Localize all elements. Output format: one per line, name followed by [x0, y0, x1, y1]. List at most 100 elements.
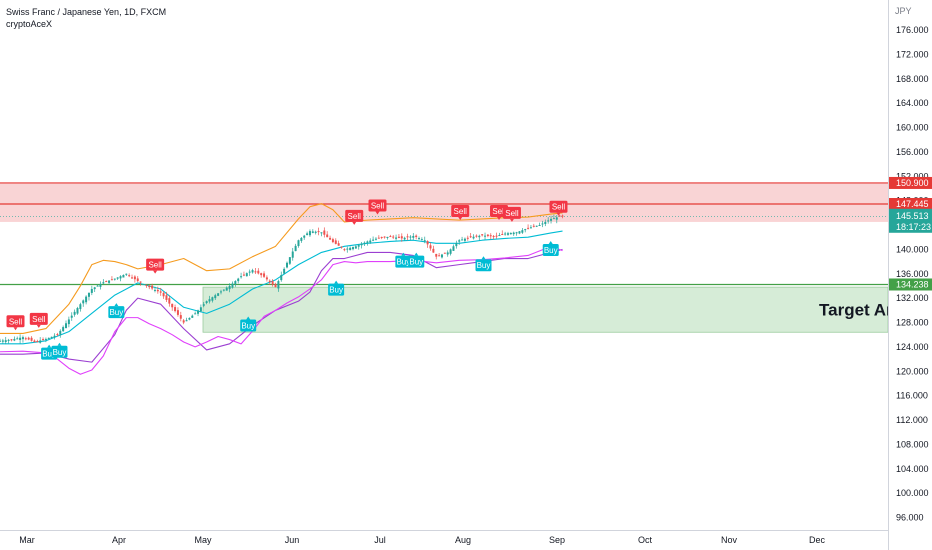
y-tick-label: 104.000	[896, 464, 929, 474]
candle-body	[19, 337, 22, 340]
y-tick-label: 164.000	[896, 98, 929, 108]
candle-body	[418, 238, 421, 240]
outer-lower-band-line	[0, 245, 563, 375]
candle-body	[383, 236, 386, 238]
signal-tag-bg	[368, 199, 387, 212]
candle-body	[461, 239, 464, 241]
candle-body	[397, 236, 400, 238]
signal-pointer	[497, 216, 502, 220]
target-zone	[202, 286, 889, 333]
candle-body	[202, 304, 205, 306]
candle-body	[446, 252, 449, 255]
sell-signal-17[interactable]: Sell	[549, 200, 568, 216]
buy-signal-16[interactable]: Buy	[542, 240, 559, 256]
candle-body	[185, 320, 188, 322]
buy-signal-3[interactable]: Buy	[51, 342, 68, 358]
candle-body	[248, 271, 251, 273]
y-tick-label: 108.000	[896, 439, 929, 449]
sell-signal-15[interactable]: Sell	[502, 206, 521, 222]
candle-body	[561, 215, 564, 217]
candle-body	[314, 231, 317, 233]
candle-body	[237, 278, 240, 282]
candle-body	[139, 281, 142, 283]
candle-body	[463, 238, 466, 241]
candle-body	[504, 233, 507, 235]
zones-layer: Target Area	[0, 182, 912, 333]
candle-body	[515, 232, 518, 234]
candle-body	[532, 225, 535, 227]
candle-body	[354, 246, 357, 249]
signal-tag-bg	[542, 243, 559, 256]
candle-body	[145, 284, 148, 286]
candle-body	[156, 289, 159, 292]
candle-body	[99, 283, 102, 287]
candle-body	[352, 247, 355, 250]
candles-layer	[0, 214, 564, 345]
buy-signal-11[interactable]: Buy	[408, 252, 425, 268]
bar-countdown: 18:17:23	[896, 222, 931, 232]
buy-signal-13[interactable]: Buy	[475, 256, 492, 272]
signal-pointer	[375, 211, 380, 215]
sell-signal-12[interactable]: Sell	[451, 204, 470, 220]
sell-signal-0[interactable]: Sell	[6, 315, 25, 331]
sell-signal-8[interactable]: Sell	[345, 209, 364, 225]
candle-body	[527, 227, 530, 229]
signal-tag-bg	[51, 345, 68, 358]
candle-body	[254, 271, 257, 273]
sell-signal-5[interactable]: Sell	[146, 258, 165, 274]
candle-body	[429, 245, 432, 249]
signal-label: Sell	[492, 207, 506, 216]
upper-band-line	[0, 203, 563, 335]
candle-body	[205, 301, 208, 304]
candle-body	[116, 277, 119, 279]
candle-body	[357, 245, 360, 247]
candle-body	[501, 234, 504, 236]
currency-label: JPY	[895, 6, 912, 16]
buy-signal-10[interactable]: Buy	[395, 252, 412, 268]
candle-body	[432, 248, 435, 253]
buy-signal-7[interactable]: Buy	[328, 280, 345, 296]
symbol-title: Swiss Franc / Japanese Yen, 1D, FXCM	[6, 7, 167, 17]
x-tick-label: May	[194, 535, 212, 545]
candle-body	[435, 253, 438, 257]
sell-signal-9[interactable]: Sell	[368, 199, 387, 215]
candle-body	[334, 240, 337, 244]
candle-body	[76, 308, 79, 314]
level-price-tag-1	[889, 198, 932, 211]
signal-label: Sell	[552, 203, 566, 212]
candle-body	[349, 247, 352, 251]
sell-signal-1[interactable]: Sell	[29, 312, 48, 328]
y-tick-label: 132.000	[896, 293, 929, 303]
x-tick-label: Jun	[285, 535, 300, 545]
candle-body	[449, 249, 452, 254]
candle-body	[33, 340, 36, 342]
candle-body	[93, 287, 96, 290]
buy-signal-4[interactable]: Buy	[108, 303, 125, 319]
candle-body	[56, 334, 59, 336]
candle-body	[219, 291, 222, 293]
buy-signal-6[interactable]: Buy	[240, 316, 257, 332]
candle-body	[374, 238, 377, 240]
signal-pointer	[556, 212, 561, 216]
candle-body	[331, 239, 334, 243]
candle-body	[320, 232, 323, 234]
signal-tag-bg	[408, 255, 425, 268]
candle-body	[541, 223, 544, 225]
candle-body	[303, 235, 306, 238]
candle-body	[53, 335, 56, 338]
candle-body	[214, 295, 217, 299]
candle-body	[509, 232, 512, 235]
candle-body	[110, 279, 113, 281]
candle-body	[400, 236, 403, 239]
candle-body	[280, 274, 283, 281]
candle-body	[263, 273, 266, 277]
candle-body	[231, 283, 234, 288]
candle-body	[469, 236, 472, 238]
y-tick-label: 116.000	[896, 391, 928, 401]
candle-body	[343, 249, 346, 251]
candle-body	[234, 281, 237, 285]
signal-pointer	[414, 252, 419, 256]
signal-tag-bg	[395, 255, 412, 268]
